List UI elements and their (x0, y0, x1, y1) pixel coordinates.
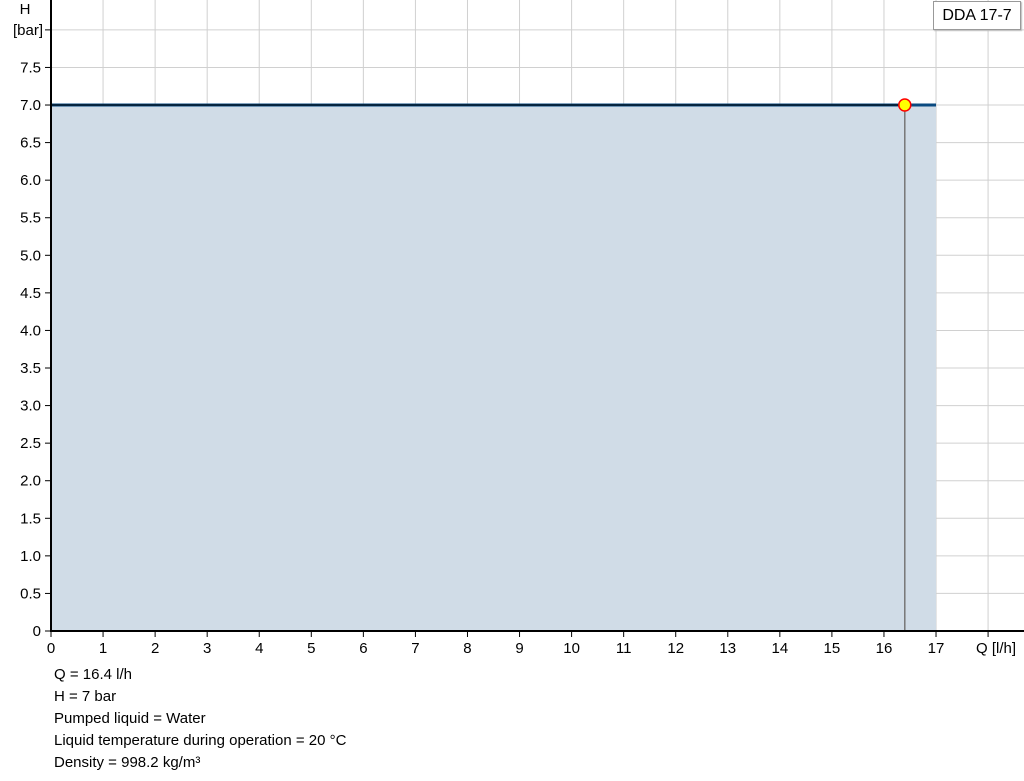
x-tick-label: 7 (411, 640, 419, 657)
y-tick-label: 4.0 (20, 322, 41, 339)
x-tick-label: 6 (359, 640, 367, 657)
y-tick-label: 3.0 (20, 398, 41, 415)
x-tick-label: 15 (824, 640, 841, 657)
x-tick-label: 8 (463, 640, 471, 657)
x-tick-label: 1 (99, 640, 107, 657)
info-liquid: Pumped liquid = Water (54, 710, 206, 727)
x-tick-label: 10 (563, 640, 580, 657)
x-tick-label: 4 (255, 640, 263, 657)
x-tick-label: 13 (719, 640, 736, 657)
x-tick-label: 9 (515, 640, 523, 657)
x-tick-label: 16 (876, 640, 893, 657)
x-axis-label: Q [l/h] (976, 640, 1016, 657)
pump-curve-chart: 0 1 2 3 4 5 6 7 8 9 10 11 12 13 14 15 16 17 Q [l/h]00.51.0… (13, 0, 1024, 657)
info-density: Density = 998.2 kg/m³ (54, 754, 201, 771)
x-tick-label: 11 (616, 640, 632, 657)
y-tick-label: 6.0 (20, 172, 41, 189)
x-tick-label: 12 (667, 640, 684, 657)
x-tick-label: 5 (307, 640, 315, 657)
y-tick-label: 7.0 (20, 97, 41, 114)
info-flow: Q = 16.4 l/h (54, 666, 132, 683)
y-tick-label: 2.5 (20, 435, 41, 452)
x-tick-label: 14 (771, 640, 788, 657)
x-tick-label: 2 (151, 640, 159, 657)
y-tick-label: 6.5 (20, 135, 41, 152)
info-temperature: Liquid temperature during operation = 20… (54, 732, 347, 749)
x-tick-label: 3 (203, 640, 211, 657)
info-head: H = 7 bar (54, 688, 117, 705)
y-tick-label: 5.0 (20, 247, 41, 264)
y-tick-label: 5.5 (20, 210, 41, 227)
x-tick-label: 17 (928, 640, 945, 657)
curve-area (51, 105, 937, 631)
x-tick-label: 0 (47, 640, 55, 657)
y-tick-label: 3.5 (20, 360, 41, 377)
y-tick-label: 2.0 (20, 473, 41, 490)
y-tick-label: 1.0 (20, 548, 41, 565)
y-axis-label: H (20, 1, 31, 18)
operating-point (898, 98, 912, 112)
y-tick-label: 0.5 (20, 585, 41, 602)
y-tick-label: 1.5 (20, 510, 41, 527)
y-axis-unit: [bar] (13, 22, 43, 39)
y-tick-label: 4.5 (20, 285, 41, 302)
legend-dda-17-7: DDA 17-7 (933, 1, 1021, 30)
y-tick-label: 0 (33, 623, 41, 640)
y-tick-label: 7.5 (20, 59, 41, 76)
